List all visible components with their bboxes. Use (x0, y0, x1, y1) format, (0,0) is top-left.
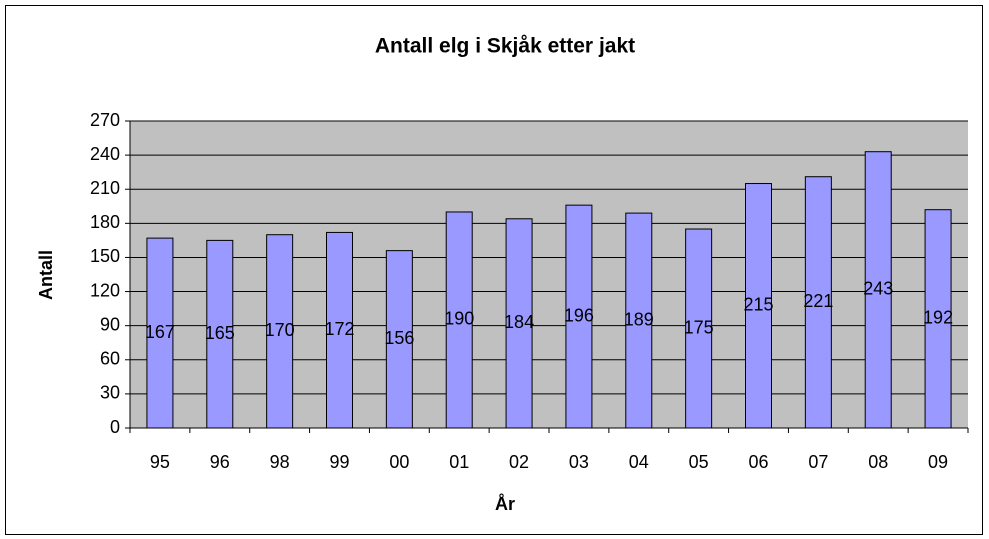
y-tick-label: 180 (90, 212, 120, 232)
bar (864, 151, 892, 429)
data-label: 243 (863, 279, 893, 299)
chart-title: Antall elg i Skjåk etter jakt (375, 35, 635, 58)
data-label: 165 (205, 323, 235, 343)
y-tick-label: 30 (100, 383, 120, 403)
bar (505, 218, 533, 429)
data-label: 167 (145, 322, 175, 342)
y-tick-label: 60 (100, 349, 120, 369)
x-tick-label: 99 (329, 452, 349, 472)
bar (326, 231, 353, 429)
bar (445, 211, 473, 429)
data-label: 196 (564, 305, 594, 325)
bar (685, 228, 713, 429)
x-tick-label: 98 (270, 452, 290, 472)
x-tick-label: 09 (928, 452, 948, 472)
bar (266, 234, 294, 429)
x-tick-label: 02 (509, 452, 529, 472)
x-tick-label: 01 (449, 452, 469, 472)
data-label: 172 (324, 319, 354, 339)
y-tick-label: 150 (90, 246, 120, 266)
y-tick-label: 90 (100, 314, 120, 334)
y-tick-label: 120 (90, 280, 120, 300)
plot-area (130, 121, 968, 428)
y-tick-label: 0 (110, 417, 120, 437)
data-label: 192 (923, 308, 953, 328)
data-label: 190 (444, 309, 474, 329)
bar (804, 176, 832, 429)
x-axis-label: År (495, 494, 515, 514)
bar (745, 183, 772, 429)
x-tick-label: 05 (689, 452, 709, 472)
y-tick-label: 210 (90, 178, 120, 198)
data-label: 156 (384, 328, 414, 348)
bar (385, 250, 413, 429)
y-tick-label: 270 (90, 110, 120, 130)
data-label: 170 (265, 320, 295, 340)
x-tick-label: 03 (569, 452, 589, 472)
data-label: 184 (504, 312, 534, 332)
bar (146, 237, 174, 429)
x-tick-label: 00 (389, 452, 409, 472)
x-tick-label: 96 (210, 452, 230, 472)
x-tick-label: 06 (748, 452, 768, 472)
bar (924, 209, 952, 429)
y-tick-label: 240 (90, 144, 120, 164)
x-tick-label: 04 (629, 452, 649, 472)
x-tick-label: 08 (868, 452, 888, 472)
y-axis-label: Antall (36, 250, 56, 300)
x-tick-label: 95 (150, 452, 170, 472)
x-tick-label: 07 (808, 452, 828, 472)
bar (625, 212, 653, 429)
data-label: 215 (743, 295, 773, 315)
bar (206, 239, 234, 429)
data-label: 221 (803, 291, 833, 311)
data-label: 189 (624, 309, 654, 329)
data-label: 175 (684, 317, 714, 337)
bar (565, 204, 593, 429)
